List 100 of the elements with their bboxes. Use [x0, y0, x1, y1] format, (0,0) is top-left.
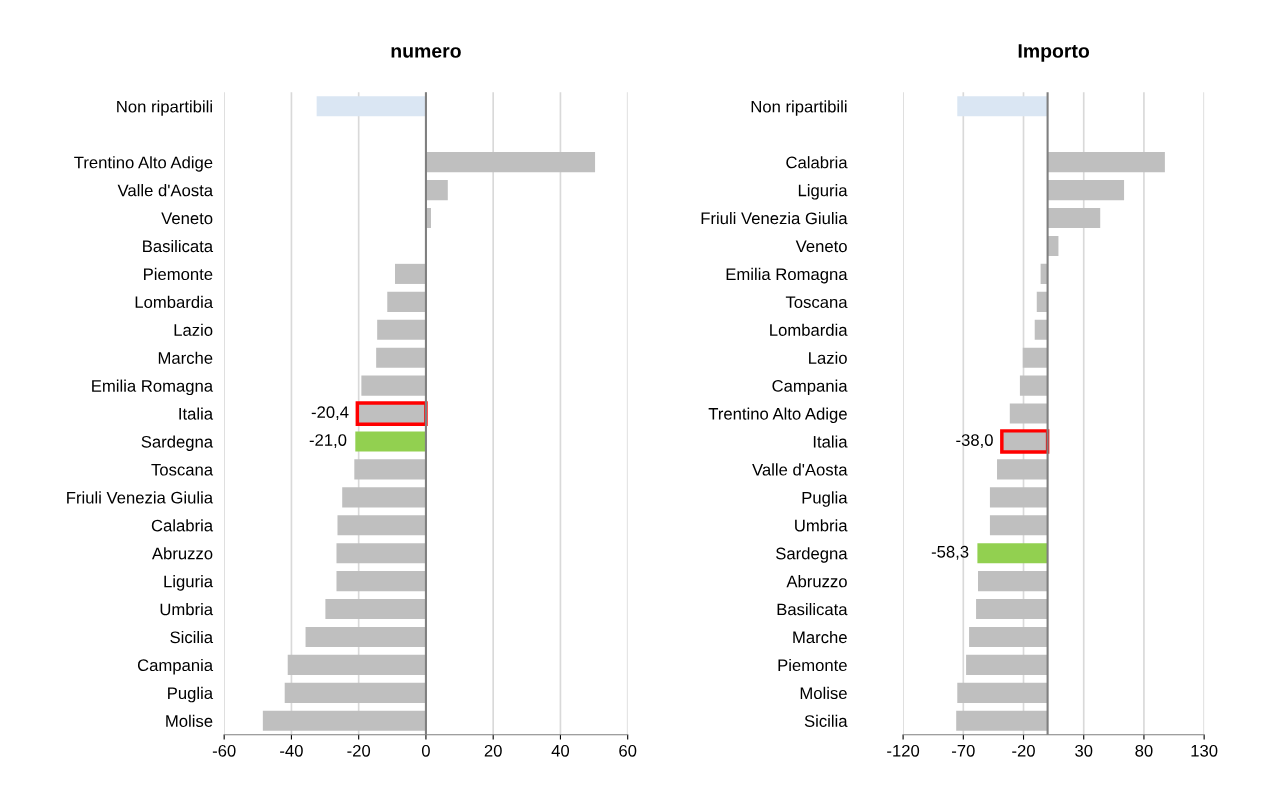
bar	[1047, 180, 1125, 201]
y-tick-label: Valle d'Aosta	[117, 184, 214, 197]
x-tick-label: -40	[280, 744, 303, 757]
y-tick-label: Emilia Romagna	[92, 379, 214, 396]
y-tick-label: Campania	[137, 658, 214, 675]
bar	[1034, 319, 1048, 340]
y-tick-label: Friuli Venezia Giulia	[701, 211, 848, 225]
y-tick-label: Friuli Venezia Giulia	[67, 491, 214, 504]
x-tick-label: 20	[484, 744, 502, 757]
y-tick-label: Sardegna	[141, 435, 214, 451]
y-tick-label: Liguria	[798, 184, 848, 200]
bar	[316, 96, 426, 117]
data-label: -58,3	[931, 545, 969, 560]
bar	[1036, 291, 1048, 312]
y-tick-label: Campania	[772, 379, 848, 396]
y-tick-label: Emilia Romagna	[726, 267, 848, 284]
y-tick-label: Trentino Alto Adige	[708, 407, 847, 424]
bar	[305, 626, 426, 648]
y-tick-label: Umbria	[160, 603, 214, 616]
y-tick-label: Toscana	[785, 296, 848, 309]
bar	[978, 571, 1048, 592]
bar	[342, 487, 426, 508]
y-tick-label: Abruzzo	[786, 575, 847, 588]
bar	[1009, 403, 1048, 424]
bar	[262, 710, 426, 731]
y-tick-label: Piemonte	[144, 267, 213, 281]
x-tick-label: 130	[1191, 744, 1218, 757]
y-tick-label: Non ripartibili	[751, 100, 847, 116]
bar	[956, 710, 1048, 731]
bar	[1022, 347, 1048, 368]
y-tick-label: Molise	[800, 686, 847, 700]
x-tick-label: 0	[421, 744, 430, 757]
y-tick-label: Piemonte	[778, 658, 847, 672]
bar	[395, 263, 426, 284]
chart-title: Importo	[1018, 44, 1090, 62]
y-tick-label: Marche	[793, 630, 847, 644]
bar	[336, 571, 426, 592]
y-tick-label: Molise	[166, 714, 213, 727]
bar	[977, 543, 1048, 564]
annotation: -20,4	[311, 406, 349, 420]
bar	[284, 682, 426, 703]
x-tick-label: -20	[347, 744, 371, 757]
y-tick-label: Basilicata	[777, 603, 848, 616]
y-tick-label: Liguria	[164, 575, 214, 591]
y-tick-label: Basilicata	[143, 239, 214, 253]
y-tick-label: Abruzzo	[151, 547, 213, 560]
y-tick-label: Marche	[158, 351, 213, 364]
y-tick-label: Lazio	[174, 323, 213, 336]
x-tick-label: 30	[1075, 744, 1093, 757]
y-tick-label: Trentino Alto Adige	[74, 156, 213, 172]
bar	[425, 180, 448, 201]
bar	[966, 654, 1048, 675]
x-tick-label: 40	[551, 744, 570, 757]
bar	[387, 291, 426, 312]
y-tick-label: Veneto	[161, 212, 213, 225]
x-tick-label: -60	[212, 744, 236, 757]
y-tick-label: Sardegna	[776, 547, 848, 563]
bar	[976, 599, 1048, 620]
annotation: -38,0	[956, 434, 993, 448]
y-tick-label: Calabria	[151, 519, 214, 532]
y-tick-label: Umbria	[795, 519, 848, 532]
bar	[325, 599, 426, 620]
x-tick-label: 80	[1135, 744, 1153, 757]
bar	[361, 375, 426, 396]
bar	[997, 459, 1048, 480]
bar	[354, 459, 426, 480]
bar	[1047, 207, 1101, 229]
bar	[957, 96, 1048, 117]
bar	[969, 626, 1048, 648]
bar	[989, 487, 1048, 508]
y-tick-label: Toscana	[151, 463, 214, 476]
y-tick-label: Puglia	[802, 491, 848, 507]
bar	[425, 152, 596, 173]
data-label: -21,0	[309, 434, 347, 448]
y-tick-label: Lombardia	[770, 323, 848, 336]
y-tick-label: Italia	[179, 407, 214, 420]
bar	[337, 515, 426, 536]
y-tick-label: Lombardia	[135, 295, 214, 309]
y-tick-label: Sicilia	[170, 630, 214, 644]
y-tick-label: Non ripartibili	[117, 100, 212, 116]
bar	[989, 515, 1048, 536]
bar	[1019, 375, 1048, 396]
y-tick-label: Italia	[813, 435, 848, 448]
y-tick-label: Puglia	[168, 686, 214, 703]
y-tick-label: Calabria	[786, 156, 848, 169]
bar	[377, 319, 426, 340]
x-tick-label: 60	[619, 744, 637, 757]
y-tick-label: Lazio	[809, 351, 847, 364]
chart-title: numero	[391, 47, 461, 58]
bar	[355, 431, 426, 452]
bar	[287, 654, 426, 675]
y-tick-label: Sicilia	[804, 714, 848, 727]
bar	[376, 347, 426, 368]
x-tick-label: -120	[887, 744, 920, 757]
bar	[336, 543, 426, 564]
y-tick-label: Veneto	[795, 240, 847, 253]
y-tick-label: Valle d'Aosta	[752, 463, 848, 476]
bar	[1047, 152, 1165, 173]
x-tick-label: -70	[952, 744, 975, 757]
bar	[957, 682, 1048, 703]
